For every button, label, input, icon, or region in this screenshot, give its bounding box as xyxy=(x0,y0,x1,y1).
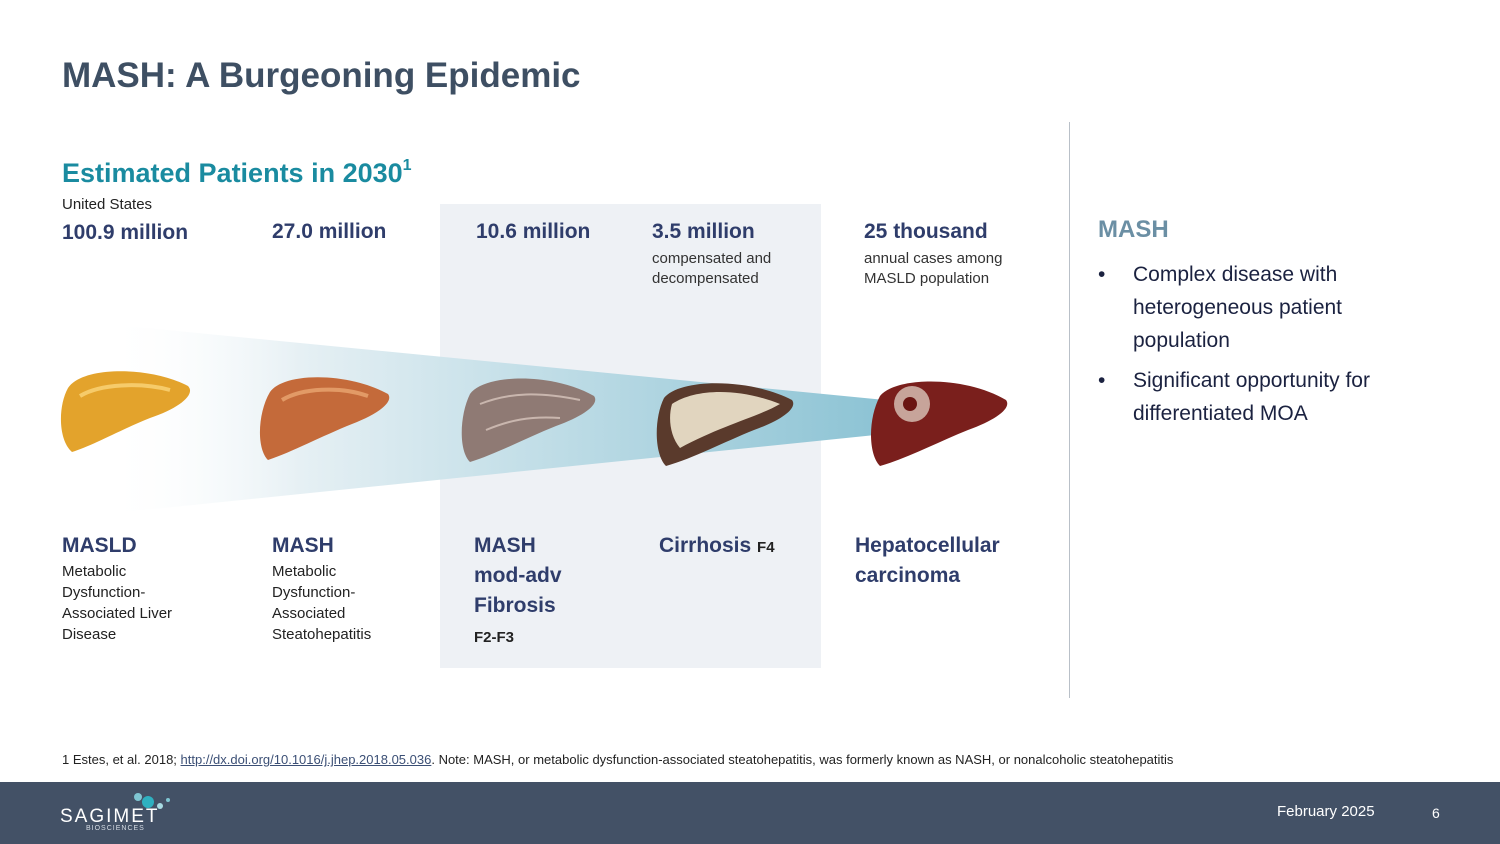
doi-link[interactable]: http://dx.doi.org/10.1016/j.jhep.2018.05… xyxy=(180,752,432,767)
estimate-heading: Estimated Patients in 20301 xyxy=(62,157,412,188)
bullet-item: • Significant opportunity for differentia… xyxy=(1098,364,1438,430)
stat-mash: 27.0 million xyxy=(272,220,387,243)
logo-tagline: BIOSCIENCES xyxy=(86,825,145,832)
logo: SAGIMET xyxy=(60,806,160,827)
stat-fibrosis: 10.6 million xyxy=(476,220,591,243)
stage-cirrhosis-grade: F4 xyxy=(757,539,775,556)
liver-mash-image xyxy=(259,377,390,460)
liver-masld-image xyxy=(60,371,191,452)
bullet-item: • Complex disease with heterogeneous pati… xyxy=(1098,258,1438,357)
right-panel-heading: MASH xyxy=(1098,216,1169,243)
stat-masld: 100.9 million xyxy=(62,221,189,244)
stage-hcc-name: Hepatocellular carcinoma xyxy=(855,534,1000,587)
region-label: United States xyxy=(62,196,153,213)
stat-hcc-note: annual cases among MASLD population xyxy=(864,250,1003,287)
progression-funnel xyxy=(60,324,1008,514)
stage-fibrosis-name: MASH mod-adv Fibrosis F2-F3 xyxy=(474,534,562,646)
stage-masld-description: Metabolic Dysfunction-Associated Liver D… xyxy=(62,563,173,643)
logo-dots-icon xyxy=(134,793,170,809)
stat-hcc: 25 thousand xyxy=(864,220,988,243)
stat-cirrhosis-note: compensated and decompensated xyxy=(652,250,772,287)
bullet-icon: • xyxy=(1098,263,1106,286)
stage-mash-description: Metabolic Dysfunction-Associated Steatoh… xyxy=(272,563,372,643)
stage-masld-name: MASLD xyxy=(62,534,137,557)
page-title: MASH: A Burgeoning Epidemic xyxy=(62,56,581,95)
footnote-mark: 1 xyxy=(402,157,412,174)
footer-bar xyxy=(0,782,1500,844)
liver-fibrosis-image xyxy=(461,378,596,462)
stage-fibrosis-grade: F2-F3 xyxy=(474,629,515,646)
right-panel-bullets: • Complex disease with heterogeneous pati… xyxy=(1098,258,1438,437)
liver-cirrhosis-image xyxy=(656,383,794,466)
footnote: 1 Estes, et al. 2018; http://dx.doi.org/… xyxy=(62,752,1174,767)
stage-cirrhosis-name: Cirrhosis F4 xyxy=(659,534,775,557)
stage-mash-name: MASH xyxy=(272,534,334,557)
bullet-icon: • xyxy=(1098,369,1106,392)
divider-line xyxy=(1069,122,1070,698)
stat-cirrhosis: 3.5 million xyxy=(652,220,755,243)
liver-hcc-image xyxy=(871,381,1008,466)
page-number: 6 xyxy=(1432,805,1440,821)
footer-date: February 2025 xyxy=(1277,803,1375,820)
